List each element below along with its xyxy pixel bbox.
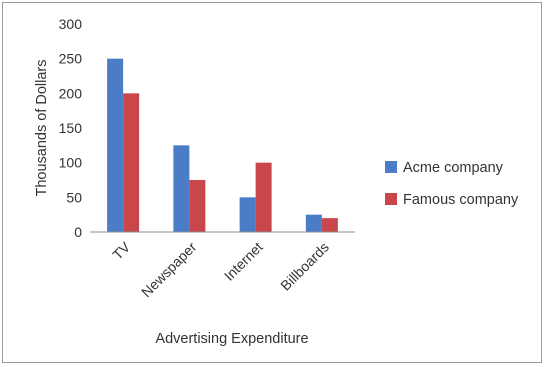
legend-swatch-famous xyxy=(385,193,397,205)
x-tick-label: Newspaper xyxy=(138,239,200,301)
y-tick-label: 100 xyxy=(59,155,83,171)
legend: Acme company Famous company xyxy=(385,160,519,208)
x-axis-title: Advertising Expenditure xyxy=(155,331,308,347)
y-tick-label: 150 xyxy=(59,120,83,136)
bar-acme-tv xyxy=(107,58,124,232)
y-axis-ticks: 0 50 100 150 200 250 300 xyxy=(59,16,83,240)
bar-famous-tv xyxy=(123,93,140,232)
chart-frame xyxy=(2,2,542,363)
x-tick-label: Internet xyxy=(221,239,266,284)
y-tick-label: 200 xyxy=(59,85,83,101)
x-tick-label: Billboards xyxy=(277,239,332,294)
y-tick-label: 50 xyxy=(66,189,82,205)
legend-swatch-acme xyxy=(385,161,397,173)
x-axis-ticks: TV Newspaper Internet Billboards xyxy=(109,238,332,300)
y-axis-title: Thousands of Dollars xyxy=(34,59,50,196)
bar-famous-internet xyxy=(255,162,272,232)
bar-famous-billboards xyxy=(321,218,338,232)
y-tick-label: 0 xyxy=(74,224,82,240)
y-tick-label: 300 xyxy=(59,16,83,32)
bar-acme-billboards xyxy=(305,214,322,232)
legend-label-acme: Acme company xyxy=(403,160,504,176)
bar-acme-internet xyxy=(239,197,256,232)
bar-famous-newspaper xyxy=(189,180,206,232)
legend-label-famous: Famous company xyxy=(403,192,519,208)
x-tick-label: TV xyxy=(109,238,133,262)
y-tick-label: 250 xyxy=(59,51,83,67)
bars xyxy=(107,58,338,232)
bar-acme-newspaper xyxy=(173,145,190,232)
